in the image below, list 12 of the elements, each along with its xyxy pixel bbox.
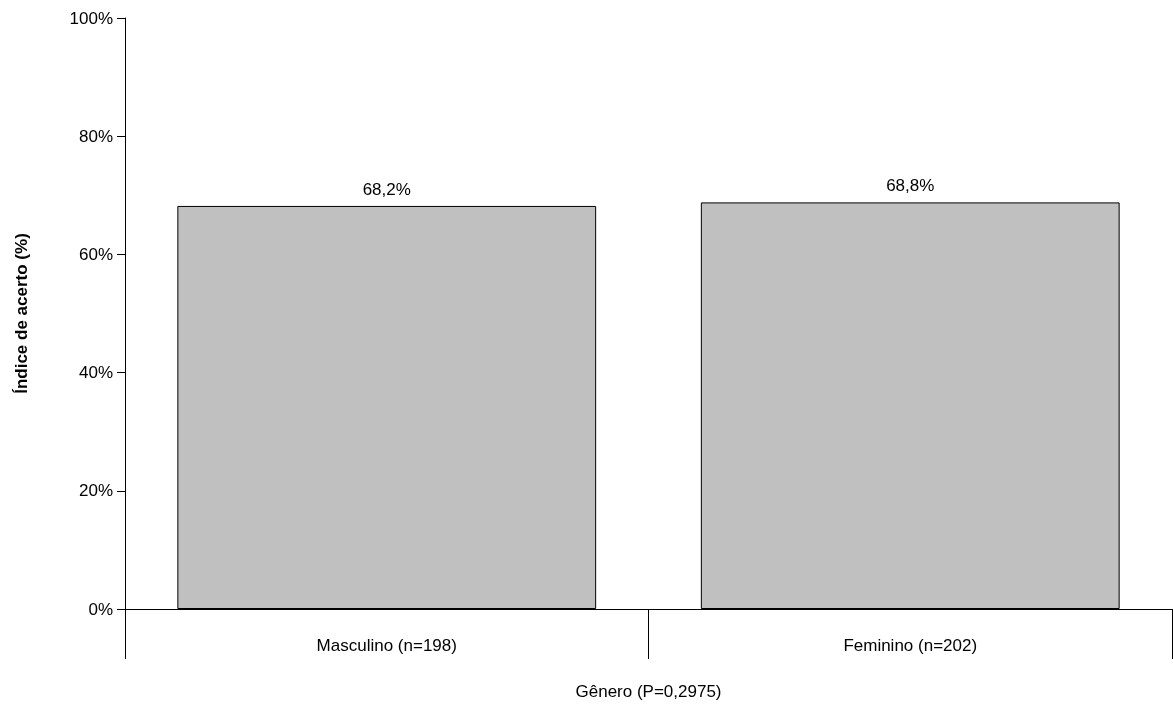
y-tick-label: 100% bbox=[69, 8, 113, 28]
x-tick-label: Feminino (n=202) bbox=[843, 636, 978, 655]
x-axis-title: Gênero (P=0,2975) bbox=[575, 682, 722, 701]
y-tick-label: 20% bbox=[78, 481, 113, 501]
y-tick-label: 80% bbox=[78, 126, 113, 146]
x-tick-label: Masculino (n=198) bbox=[316, 636, 457, 655]
y-tick-label: 40% bbox=[78, 363, 113, 383]
data-label: 68,8% bbox=[886, 176, 935, 196]
y-tick-label: 0% bbox=[88, 599, 113, 619]
y-axis-title: Índice de acerto (%) bbox=[12, 233, 31, 394]
y-tick-label: 60% bbox=[78, 244, 113, 264]
data-label: 68,2% bbox=[362, 179, 411, 199]
